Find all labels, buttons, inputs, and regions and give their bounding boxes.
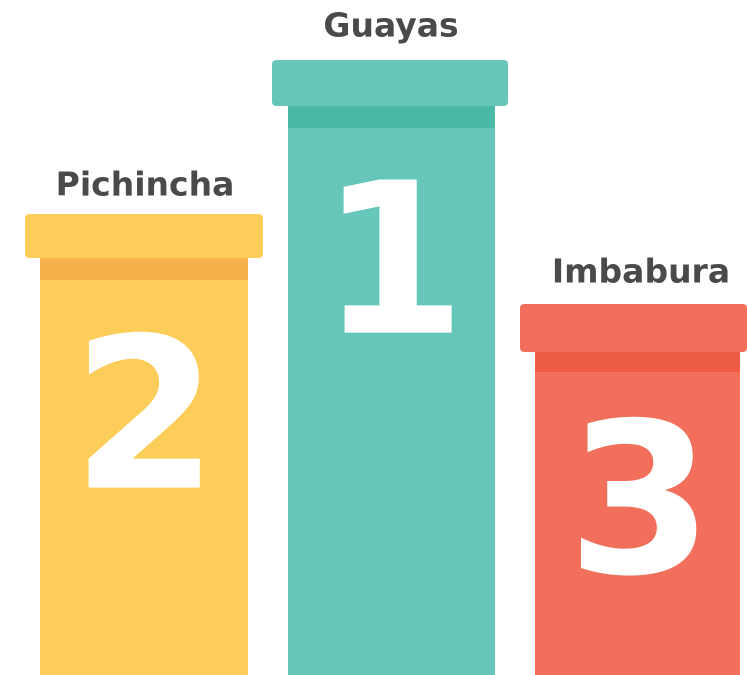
podium-band (288, 106, 495, 128)
podium-body (40, 250, 248, 675)
podium-label: Pichincha (56, 165, 235, 204)
podium-band (535, 352, 740, 372)
podium-place: 1 (320, 138, 466, 383)
podium-cap (520, 304, 747, 352)
podium-second: Pichincha 2 (25, 165, 263, 675)
podium-first: Guayas 1 (272, 6, 508, 675)
podium-body (288, 100, 495, 675)
podium-label: Imbabura (552, 252, 730, 291)
podium-place: 3 (567, 378, 713, 623)
podium-body (535, 346, 740, 675)
podium-band (40, 258, 248, 280)
podium-cap (272, 60, 508, 106)
podium-cap (25, 214, 263, 258)
podium-third: Imbabura 3 (520, 252, 747, 675)
podium-place: 2 (72, 293, 218, 538)
podium-label: Guayas (323, 6, 458, 45)
